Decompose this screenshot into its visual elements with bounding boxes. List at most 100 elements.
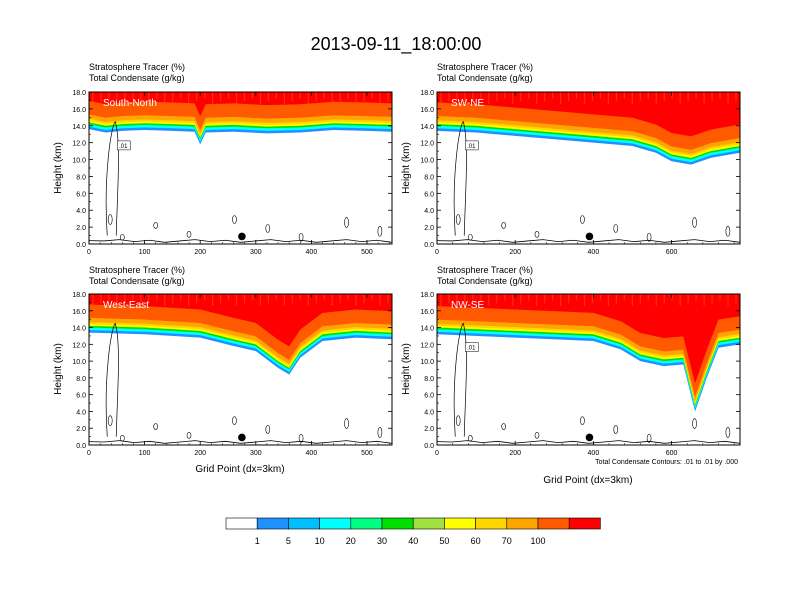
condensate-contour	[377, 226, 383, 237]
condensate-contour	[613, 425, 619, 434]
y-tick-label: 16.0	[72, 309, 86, 316]
panel-south-north: Stratosphere Tracer (%) Total Condensate…	[53, 62, 393, 256]
terrain-line	[436, 239, 741, 243]
panel-nw-se: Stratosphere Tracer (%) Total Condensate…	[401, 265, 741, 486]
condensate-contour	[725, 427, 731, 438]
y-axis-label: Height (km)	[401, 343, 412, 395]
y-tick-label: 14.0	[420, 326, 434, 333]
x-tick-label: 200	[509, 450, 521, 457]
condensate-contour	[613, 224, 619, 233]
y-tick-label: 4.0	[424, 409, 434, 416]
y-tick-label: 8.0	[76, 376, 86, 383]
figure-title: 2013-09-11_18:00:00	[311, 34, 482, 55]
terrain-line	[88, 239, 393, 243]
condensate-contour	[186, 432, 192, 439]
condensate-contour	[120, 233, 125, 241]
tracer-band-11	[89, 294, 392, 347]
condensate-contour	[534, 230, 540, 238]
condensate-contour	[501, 423, 506, 430]
y-tick-label: 6.0	[424, 191, 434, 198]
y-tick-label: 6.0	[424, 393, 434, 400]
condensate-contour	[107, 214, 113, 225]
colorbar-swatch	[506, 517, 539, 530]
colorbar-label: 60	[471, 536, 481, 546]
y-tick-label: 10.0	[72, 158, 86, 165]
x-tick-label: 200	[194, 450, 206, 457]
contour-label-box	[464, 342, 479, 352]
condensate-contour	[580, 416, 585, 425]
condensate-contour	[105, 120, 119, 236]
y-tick-label: 0.0	[424, 443, 434, 450]
y-tick-label: 12.0	[420, 141, 434, 148]
contour-footnote: Total Condensate Contours: .01 to .01 by…	[595, 459, 738, 466]
x-tick-label: 0	[87, 249, 91, 256]
terrain-line	[88, 440, 393, 444]
colorbar-label: 20	[346, 536, 356, 546]
y-tick-label: 18.0	[420, 292, 434, 299]
y-axis-label: Height (km)	[401, 142, 412, 194]
panel-subtitle-condensate: Total Condensate (g/kg)	[89, 276, 185, 286]
panel-subtitle-tracer: Stratosphere Tracer (%)	[89, 265, 185, 275]
center-marker	[585, 232, 594, 241]
colorbar-label: 100	[530, 536, 545, 546]
y-tick-label: 10.0	[420, 158, 434, 165]
condensate-contour	[580, 215, 585, 224]
x-tick-label: 100	[139, 450, 151, 457]
y-tick-label: 4.0	[76, 409, 86, 416]
y-tick-label: 0.0	[424, 242, 434, 249]
condensate-contour	[501, 222, 506, 229]
colorbar-label: 10	[315, 536, 325, 546]
colorbar-swatch	[256, 517, 289, 530]
y-tick-label: 18.0	[72, 292, 86, 299]
contour-label-box	[464, 140, 479, 151]
condensate-contour	[298, 433, 304, 443]
colorbar-swatch	[475, 517, 508, 530]
panel-label: South-North	[103, 98, 157, 109]
y-tick-label: 14.0	[72, 326, 86, 333]
colorbar-swatch	[225, 517, 258, 530]
x-tick-label: 400	[588, 249, 600, 256]
colorbar-label: 5	[286, 536, 291, 546]
panel-sw-ne: Stratosphere Tracer (%) Total Condensate…	[401, 62, 741, 256]
center-marker	[238, 232, 246, 241]
x-tick-label: 500	[361, 450, 373, 457]
contour-label: .01	[467, 346, 476, 352]
condensate-contour	[120, 434, 125, 442]
contour-label: .01	[119, 144, 128, 150]
panel-label: West-East	[103, 300, 149, 311]
y-tick-label: 16.0	[420, 309, 434, 316]
y-tick-label: 2.0	[424, 426, 434, 433]
condensate-contour	[344, 418, 349, 429]
condensate-contour	[468, 434, 473, 442]
y-tick-label: 18.0	[72, 90, 86, 97]
y-tick-label: 4.0	[424, 208, 434, 215]
x-tick-label: 400	[306, 450, 318, 457]
y-tick-label: 10.0	[420, 359, 434, 366]
condensate-contour	[153, 222, 158, 229]
x-axis-label: Grid Point (dx=3km)	[195, 464, 284, 475]
x-tick-label: 400	[588, 450, 600, 457]
tracer-band-11	[437, 294, 740, 384]
x-tick-label: 500	[361, 249, 373, 256]
panel-subtitle-condensate: Total Condensate (g/kg)	[89, 73, 185, 83]
condensate-contour	[468, 233, 473, 241]
condensate-contour	[377, 427, 383, 438]
condensate-contour	[344, 217, 349, 228]
condensate-contour	[153, 423, 158, 430]
y-tick-label: 2.0	[76, 426, 86, 433]
x-tick-label: 0	[87, 450, 91, 457]
condensate-contour	[453, 120, 467, 236]
y-tick-label: 4.0	[76, 208, 86, 215]
colorbar-swatch	[350, 517, 383, 530]
y-tick-label: 6.0	[76, 393, 86, 400]
colorbar-swatch	[319, 517, 352, 530]
x-tick-label: 0	[435, 249, 439, 256]
x-tick-label: 200	[194, 249, 206, 256]
contour-label-box	[116, 140, 131, 151]
colorbar-swatch	[288, 517, 320, 530]
colorbar-swatch	[537, 517, 570, 530]
condensate-contour	[232, 215, 237, 224]
y-tick-label: 16.0	[72, 107, 86, 114]
center-marker	[238, 433, 246, 442]
